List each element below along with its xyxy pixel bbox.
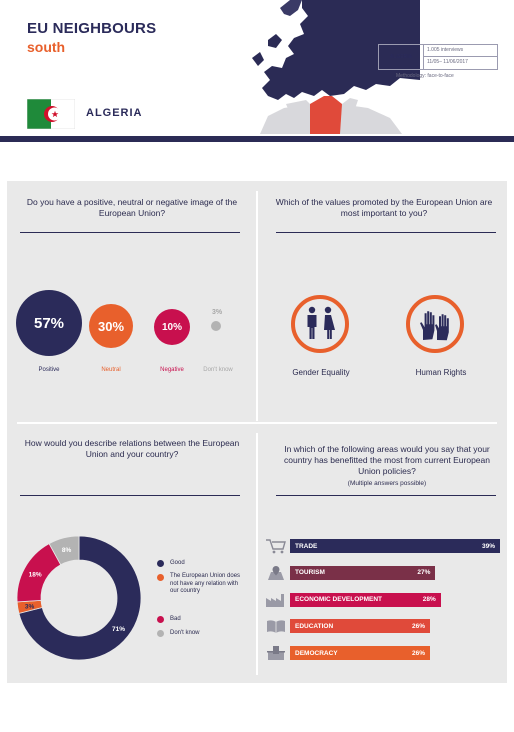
donut-label-bad: 18%	[29, 571, 42, 578]
relations-donut-chart: 71% 3% 18% 8%	[16, 535, 142, 661]
bar-label-trade: TRADE	[295, 542, 318, 550]
page-subtitle: south	[27, 39, 66, 55]
neutral-bubble: 30%	[89, 304, 133, 348]
factory-icon	[266, 594, 284, 607]
donut-slice-good	[18, 535, 142, 661]
panel-divider	[256, 191, 258, 421]
survey-info-box: ALGERIA 1.005 interviews 11/05– 11/06/20…	[378, 44, 498, 70]
bar-democracy: DEMOCRACY 26%	[290, 646, 430, 661]
q2-question: Which of the values promoted by the Euro…	[275, 197, 493, 218]
human-rights-badge	[406, 295, 464, 353]
algeria-flag-icon	[27, 99, 75, 129]
europe-map	[190, 0, 420, 134]
legend-dot-good	[157, 560, 164, 567]
gender-equality-icon	[307, 306, 335, 339]
dontknow-bubble	[211, 321, 221, 331]
legend-dot-bad	[157, 616, 164, 623]
bar-economic-development: ECONOMIC DEVELOPMENT 28%	[290, 592, 441, 607]
negative-pct: 10%	[161, 321, 182, 333]
gender-equality-label: Gender Equality	[292, 368, 350, 377]
positive-label: Positive	[38, 367, 60, 373]
gender-equality-badge	[291, 295, 349, 353]
country-name: ALGERIA	[86, 107, 143, 119]
bar-tourism: TOURISM 27%	[290, 565, 436, 580]
dontknow-pct: 3%	[211, 309, 223, 316]
legend-bad: Bad	[170, 616, 181, 622]
book-icon	[267, 620, 285, 633]
bar-label-democracy: DEMOCRACY	[295, 649, 338, 657]
bar-label-economic-development: ECONOMIC DEVELOPMENT	[295, 596, 383, 604]
q4-note: (Multiple answers possible)	[347, 480, 427, 487]
cart-icon	[266, 539, 286, 554]
q4-question: In which of the following areas would yo…	[283, 444, 490, 476]
bar-value-democracy: 26%	[411, 649, 425, 657]
legend-dot-dontknow	[157, 630, 164, 637]
bar-value-education: 26%	[411, 622, 425, 630]
positive-bubble: 57%	[16, 290, 82, 356]
raised-hands-icon	[420, 311, 449, 341]
bar-value-trade: 39%	[481, 542, 495, 550]
bar-label-tourism: TOURISM	[295, 569, 325, 577]
legend-no-relation: The European Union does not have any rel…	[170, 573, 241, 594]
info-dates: 11/05– 11/06/2017	[427, 59, 468, 65]
neutral-label: Neutral	[101, 367, 121, 373]
bar-trade: TRADE 39%	[290, 539, 500, 553]
legend-dot-no-relation	[157, 574, 164, 581]
bar-label-education: EDUCATION	[295, 622, 334, 630]
info-country: ALGERIA	[379, 45, 424, 69]
q3-question: How would you describe relations between…	[24, 438, 240, 459]
panel-divider	[256, 433, 258, 675]
donut-label-good: 71%	[112, 626, 125, 633]
donut-slice-dontknow	[48, 535, 80, 566]
map-pin-icon	[268, 566, 284, 580]
donut-label-no-relation: 3%	[25, 603, 35, 610]
ballot-box-icon	[267, 646, 285, 660]
bar-value-tourism: 27%	[417, 569, 431, 577]
panel-divider	[17, 422, 497, 424]
page-title: EU NEIGHBOURS	[27, 20, 157, 37]
header-divider	[0, 136, 514, 142]
bar-value-economic-development: 28%	[422, 596, 436, 604]
q1-question: Do you have a positive, neutral or negat…	[26, 197, 238, 218]
legend-dontknow: Don't know	[170, 630, 200, 636]
neutral-pct: 30%	[97, 318, 125, 334]
negative-bubble: 10%	[154, 309, 190, 345]
bar-education: EDUCATION 26%	[290, 619, 430, 634]
donut-label-dontknow: 8%	[62, 547, 72, 554]
dontknow-label: Don't know	[203, 367, 233, 373]
legend-good: Good	[170, 560, 185, 566]
human-rights-label: Human Rights	[415, 368, 467, 377]
info-interviews: 1.005 interviews	[427, 47, 464, 53]
methodology-note: Methodology: face-to-face	[396, 73, 454, 79]
negative-label: Negative	[160, 367, 184, 373]
positive-pct: 57%	[33, 314, 65, 332]
